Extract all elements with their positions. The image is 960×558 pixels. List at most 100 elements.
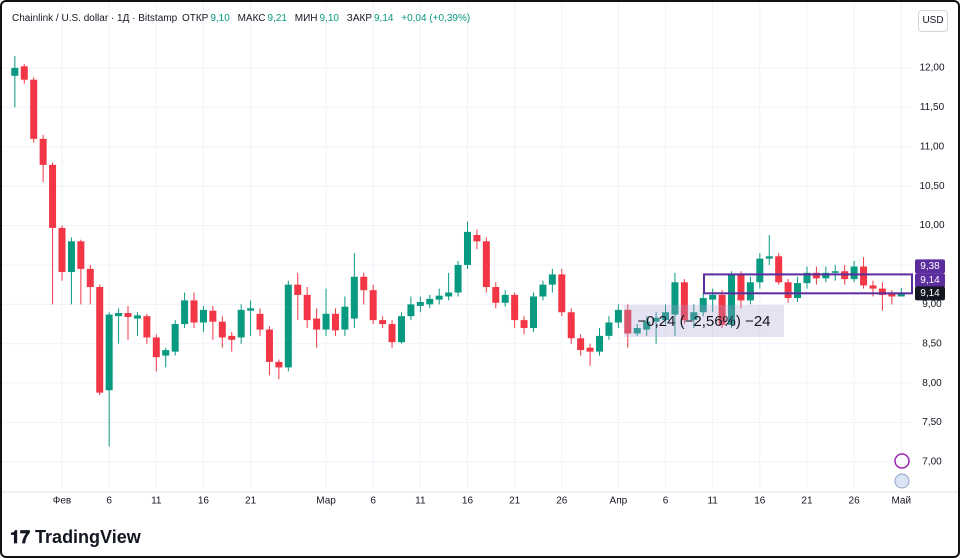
candle-body <box>454 264 462 293</box>
high-label: МАКС <box>237 13 266 24</box>
candle-body <box>133 315 141 319</box>
candle-body <box>190 300 198 323</box>
candle-body <box>86 268 94 288</box>
candle-body <box>794 283 802 299</box>
candle-body <box>39 138 47 165</box>
candle-body <box>397 316 405 343</box>
candle-body <box>463 231 471 265</box>
low-label: МИН <box>294 13 318 24</box>
candle-body <box>11 67 19 76</box>
x-tick-label: 21 <box>245 496 257 507</box>
candle-body <box>237 309 245 338</box>
candle-body <box>662 312 670 321</box>
close-label: ЗАКР <box>346 13 372 24</box>
x-tick-label: 21 <box>509 496 521 507</box>
y-tick-label: 8,50 <box>922 338 942 349</box>
measure-label: −0,24 (−2,56%) −24 <box>637 313 770 330</box>
x-tick-label: 21 <box>801 496 813 507</box>
price-tag-label: 9,14 <box>920 288 940 299</box>
candle-body <box>822 272 830 279</box>
candle-body <box>605 322 613 336</box>
price-tag <box>915 273 945 288</box>
candle-body <box>492 287 500 303</box>
candle-body <box>746 282 754 301</box>
y-tick-label: 12,00 <box>919 63 944 74</box>
y-tick-label: 8,00 <box>922 378 942 389</box>
candle-body <box>20 66 28 80</box>
currency-button[interactable]: USD <box>918 10 948 32</box>
candle-body <box>624 309 632 334</box>
candle-body <box>303 294 311 321</box>
x-tick-label: Май <box>891 496 911 507</box>
icon <box>894 453 910 469</box>
candle-body <box>501 294 509 303</box>
candle-body <box>803 272 811 284</box>
x-tick-label: 6 <box>106 496 112 507</box>
candle-body <box>897 293 905 297</box>
candle-body <box>96 287 104 393</box>
x-tick-label: 6 <box>663 496 669 507</box>
candle-body <box>181 300 189 325</box>
x-tick-label: Апр <box>610 496 628 507</box>
candle-body <box>265 329 273 362</box>
candle-body <box>699 298 707 313</box>
candle-body <box>247 308 255 311</box>
price-tag-label: 9,14 <box>920 275 940 286</box>
candle-body <box>58 227 66 273</box>
candle-body <box>888 293 896 297</box>
candle-body <box>152 337 160 358</box>
candle-body <box>30 79 38 139</box>
candle-body <box>812 272 820 279</box>
candle-body <box>709 294 717 300</box>
candle-body <box>869 285 877 289</box>
high-value: 9,21 <box>267 13 287 24</box>
candle-body <box>416 301 424 306</box>
y-tick-label: 9,00 <box>922 299 942 310</box>
candle-body <box>77 241 85 269</box>
candle-body <box>435 295 443 300</box>
candle-body <box>728 274 736 325</box>
candle-body <box>482 241 490 288</box>
candle-body <box>765 256 773 259</box>
open-value: 9,10 <box>210 13 230 24</box>
candle-body <box>124 313 132 317</box>
candle-body <box>586 347 594 352</box>
candle-body <box>350 276 358 319</box>
candle-body <box>218 321 226 338</box>
change: +0,04 (+0,39%) <box>401 13 471 24</box>
candle-body <box>331 313 339 331</box>
candle-body <box>548 274 556 285</box>
measure-box <box>624 305 784 337</box>
open-label: ОТКР <box>181 13 209 24</box>
x-tick-label: Мар <box>316 496 336 507</box>
x-tick-label: Фев <box>53 496 71 507</box>
range-box <box>703 273 913 295</box>
candle-body <box>407 304 415 317</box>
y-tick-label: 10,50 <box>919 181 944 192</box>
candle-body <box>850 266 858 280</box>
candle-body <box>596 335 604 352</box>
y-tick-label: 7,50 <box>922 417 942 428</box>
candle-body <box>49 164 57 228</box>
low-value: 9,10 <box>319 13 339 24</box>
candle-body <box>209 310 217 322</box>
candle-body <box>511 294 519 321</box>
y-tick-label: 7,00 <box>922 457 942 468</box>
candle-body <box>690 312 698 321</box>
y-tick-label: 11,00 <box>920 141 945 152</box>
price-tag <box>915 259 945 274</box>
x-tick-label: 11 <box>151 496 162 507</box>
candle-body <box>652 317 660 322</box>
candle-body <box>878 288 886 295</box>
candle-body <box>784 282 792 299</box>
brand: TradingView <box>35 527 141 547</box>
candle-body <box>360 276 368 291</box>
measure-tool: −0,24 (−2,56%) −24 <box>624 305 784 337</box>
x-tick-label: 11 <box>415 496 426 507</box>
x-tick-label: 6 <box>370 496 376 507</box>
candle-body <box>737 274 745 301</box>
candle-body <box>256 313 264 330</box>
candle-body <box>756 258 764 283</box>
candle-body <box>341 306 349 330</box>
